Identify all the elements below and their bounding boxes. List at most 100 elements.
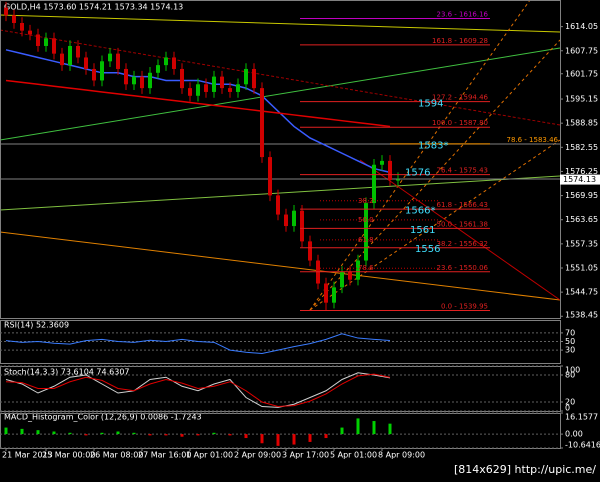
candle-body xyxy=(68,45,72,66)
fib-label: 23.6 - 1616.16 xyxy=(436,11,488,19)
pivot-label: 1594 xyxy=(418,98,443,109)
chart-title: GOLD,H4 1573.60 1574.21 1573.34 1574.13 xyxy=(4,3,183,12)
fib-label: 50.0 - 1561.38 xyxy=(436,220,488,228)
y-tick-label: 1614.05 xyxy=(565,22,598,31)
y-tick-label: 70 xyxy=(565,328,575,337)
candle-body xyxy=(324,283,328,303)
series-line xyxy=(5,373,391,408)
candle-body xyxy=(36,34,40,46)
pivot-label: 1556 xyxy=(415,244,440,255)
fib-label: 161.8 - 1609.28 xyxy=(432,37,488,45)
candle-body xyxy=(252,68,256,89)
price-label: 1574.13 xyxy=(563,175,596,184)
macd-bar xyxy=(372,421,376,435)
series-line xyxy=(5,333,391,355)
macd-bar xyxy=(228,434,232,436)
y-tick-label: -10.6416 xyxy=(565,441,600,450)
level-label: 61.8 xyxy=(358,236,374,244)
candle-body xyxy=(356,260,360,280)
y-tick-label: 20 xyxy=(565,398,575,407)
candle-body xyxy=(20,22,24,31)
fib-label: 61.8 - 1566.43 xyxy=(436,201,488,209)
panel-frame xyxy=(0,0,561,319)
candle-body xyxy=(284,214,288,227)
macd-bar xyxy=(324,434,328,439)
candle-body xyxy=(116,53,120,69)
fan-line xyxy=(309,139,561,311)
candle-body xyxy=(12,15,16,23)
y-tick-label: 1569.95 xyxy=(565,191,598,200)
macd-bar xyxy=(148,434,152,436)
macd-bar xyxy=(4,427,8,435)
trend-line xyxy=(0,175,561,211)
macd-bar xyxy=(388,423,392,435)
candle-body xyxy=(260,88,264,158)
candle-body xyxy=(180,68,184,89)
candle-body xyxy=(76,45,80,58)
macd-bar xyxy=(340,427,344,435)
y-tick-label: 1601.75 xyxy=(565,69,598,78)
macd-bar xyxy=(356,418,360,435)
candle-body xyxy=(84,57,88,69)
macd-bar xyxy=(180,434,184,437)
fib-label: 78.6 - 1583.46 xyxy=(506,136,558,144)
candle-body xyxy=(364,203,368,261)
y-tick-label: 30 xyxy=(565,346,575,355)
candle-body xyxy=(348,272,352,280)
fib-label: 0.0 - 1539.95 xyxy=(441,303,488,311)
candle-body xyxy=(396,179,400,181)
pivot-label: 1566* xyxy=(405,206,435,217)
candle-body xyxy=(380,160,384,165)
y-tick-label: 80 xyxy=(565,371,575,380)
series-line xyxy=(5,372,391,408)
macd-bar xyxy=(276,434,280,446)
fib-label: 100.0 - 1587.80 xyxy=(432,119,488,127)
candle-body xyxy=(124,68,128,85)
rsi-title: RSI(14) 52.3609 xyxy=(4,321,69,330)
candle-body xyxy=(4,7,8,16)
macd-bar xyxy=(52,431,56,435)
candle-body xyxy=(60,53,64,66)
candle-body xyxy=(204,84,208,92)
price-box xyxy=(560,174,600,185)
candle-body xyxy=(28,30,32,35)
macd-bar xyxy=(292,434,296,445)
y-tick-label: 1588.85 xyxy=(565,119,598,128)
candle-body xyxy=(340,272,344,288)
candle-body xyxy=(220,76,224,89)
x-tick-label: 8 Apr 09:00 xyxy=(378,451,425,460)
candle-body xyxy=(148,72,152,89)
x-tick-label: 5 Apr 01:00 xyxy=(330,451,377,460)
candle-body xyxy=(228,88,232,92)
level-label: 50.0 xyxy=(358,216,374,224)
watermark: [814x629] http://upic.me/ xyxy=(454,463,596,476)
trend-line xyxy=(0,14,561,33)
y-tick-label: 0 xyxy=(565,404,570,413)
x-tick-label: 26 Mar 08:00 xyxy=(90,451,143,460)
x-tick-label: 27 Mar 16:00 xyxy=(138,451,191,460)
y-tick-label: 16.1577 xyxy=(565,413,598,422)
y-tick-label: 1538.45 xyxy=(565,311,598,320)
macd-bar xyxy=(308,434,312,442)
candle-body xyxy=(308,241,312,261)
macd-bar xyxy=(196,434,200,436)
series-line xyxy=(5,79,391,128)
macd-bar xyxy=(212,432,216,435)
x-tick-label: 1 Apr 01:00 xyxy=(186,451,233,460)
candle-body xyxy=(92,68,96,81)
candle-body xyxy=(244,68,248,85)
macd-bar xyxy=(132,432,136,435)
y-tick-label: 1551.05 xyxy=(565,264,598,273)
macd-bar xyxy=(36,430,40,435)
pivot-label: 1583* xyxy=(418,141,448,152)
candle-body xyxy=(292,210,296,227)
candle-body xyxy=(132,76,136,85)
candle-body xyxy=(108,53,112,62)
macd-bar xyxy=(260,434,264,444)
fib-label: 76.4 - 1575.43 xyxy=(436,167,488,175)
candle-body xyxy=(188,88,192,96)
x-tick-label: 2 Apr 09:00 xyxy=(234,451,281,460)
candle-body xyxy=(172,57,176,69)
macd-bar xyxy=(68,432,72,435)
